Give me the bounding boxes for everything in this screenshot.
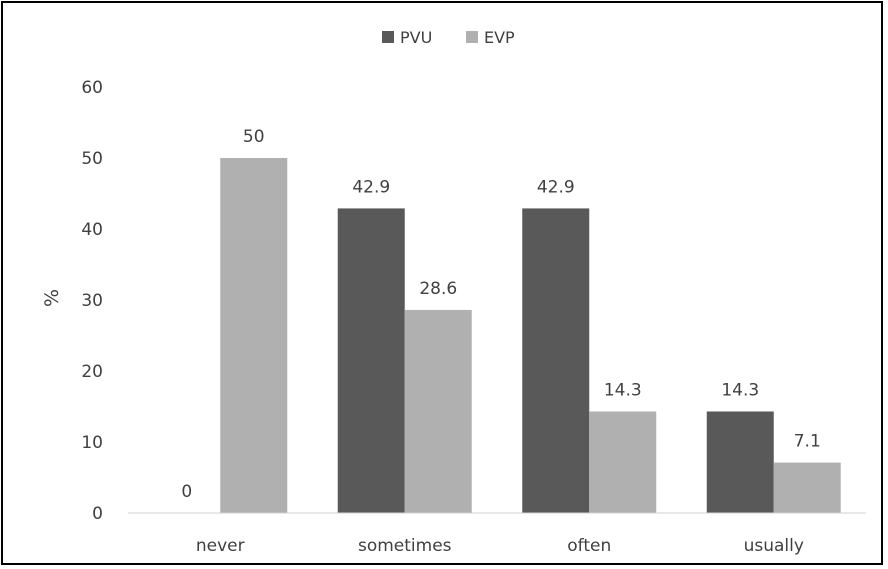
x-tick-label: sometimes	[358, 536, 452, 556]
data-label: 0	[181, 482, 192, 502]
data-label: 14.3	[721, 380, 759, 400]
data-label: 14.3	[604, 380, 642, 400]
legend-swatch-evp	[466, 31, 478, 43]
y-tick-label: 20	[81, 362, 103, 382]
legend: PVU EVP	[382, 28, 515, 47]
y-tick-label: 40	[81, 220, 103, 240]
y-tick-label: 50	[81, 149, 103, 169]
bar-pvu-sometimes	[337, 208, 405, 513]
legend-swatch-pvu	[382, 31, 394, 43]
bar-pvu-usually	[706, 411, 774, 513]
bars	[220, 158, 841, 513]
bar-evp-usually	[773, 462, 841, 513]
y-axis-ticks: 0 10 20 30 40 50 60	[81, 78, 103, 524]
x-tick-label: often	[567, 536, 611, 556]
legend-label: PVU	[400, 28, 432, 47]
y-tick-label: 10	[81, 433, 103, 453]
bar-pvu-often	[522, 208, 590, 513]
x-axis-categories: never sometimes often usually	[196, 536, 804, 556]
bar-evp-often	[589, 411, 657, 513]
y-tick-label: 60	[81, 78, 103, 98]
data-label: 28.6	[419, 279, 457, 299]
data-label: 50	[243, 127, 265, 147]
data-label: 42.9	[537, 177, 575, 197]
y-tick-label: 30	[81, 291, 103, 311]
y-axis-label: %	[41, 289, 63, 307]
bar-evp-never	[220, 158, 288, 513]
data-labels: 0 50 42.9 28.6 42.9 14.3 14.3 7.1	[181, 127, 820, 502]
x-tick-label: never	[196, 536, 245, 556]
data-label: 7.1	[794, 432, 821, 452]
legend-label: EVP	[484, 28, 515, 47]
bar-evp-sometimes	[404, 309, 472, 513]
x-tick-label: usually	[744, 536, 804, 556]
y-tick-label: 0	[92, 504, 103, 524]
data-label: 42.9	[352, 177, 390, 197]
